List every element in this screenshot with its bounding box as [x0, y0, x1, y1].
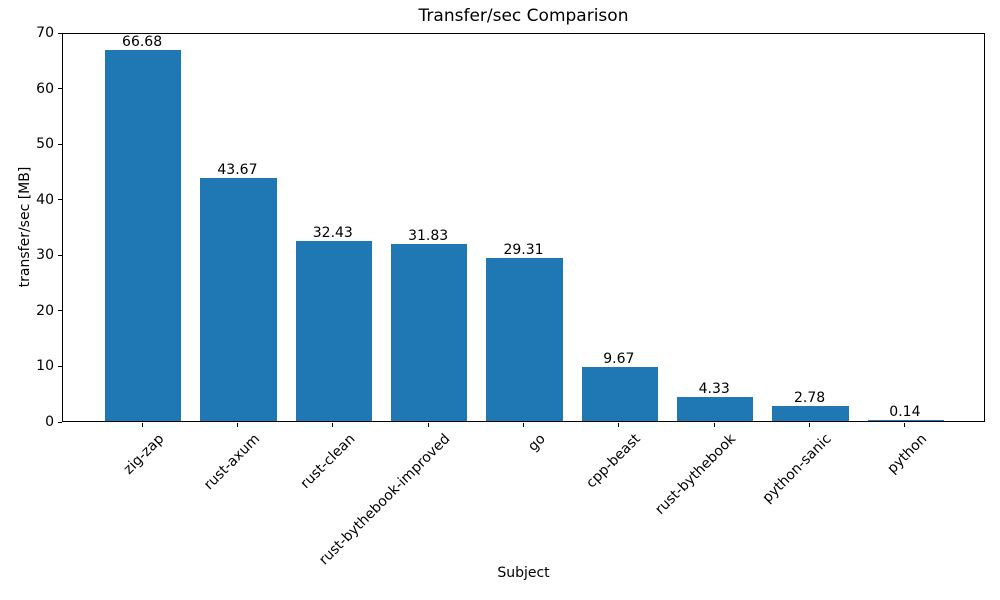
- bar-rust-bythebook: [677, 396, 754, 421]
- y-axis-label: transfer/sec [MB]: [17, 166, 33, 288]
- y-tick-mark: [58, 88, 62, 90]
- bar-value-label: 0.14: [889, 404, 921, 421]
- bar-python-sanic: [772, 405, 849, 421]
- bar-value-label: 32.43: [312, 224, 353, 241]
- y-tick-label: 30: [36, 247, 54, 264]
- x-tick-label-rust-bythebook: rust-bythebook: [652, 431, 740, 518]
- x-tick-mark: [713, 423, 715, 427]
- y-tick-mark: [58, 199, 62, 201]
- bar-cpp-beast: [581, 367, 658, 421]
- bar-rust-axum: [200, 178, 277, 421]
- y-tick-label: 40: [36, 191, 54, 208]
- y-tick-mark: [58, 421, 62, 423]
- x-tick-label-rust-axum: rust-axum: [200, 431, 263, 494]
- y-tick-label: 60: [36, 80, 54, 97]
- x-tick-mark: [904, 423, 906, 427]
- bar-value-label: 66.68: [122, 34, 163, 51]
- y-tick-mark: [58, 32, 62, 34]
- bar-rust-bythebook-improved: [391, 244, 468, 421]
- x-tick-label-go: go: [525, 431, 549, 455]
- bar-value-label: 4.33: [698, 380, 730, 397]
- x-tick-mark: [809, 423, 811, 427]
- x-tick-mark: [141, 423, 143, 427]
- bar-rust-clean: [295, 240, 372, 421]
- y-tick-label: 20: [36, 302, 54, 319]
- bar-value-label: 43.67: [217, 162, 258, 179]
- y-tick-label: 70: [36, 25, 54, 41]
- y-tick-label: 50: [36, 136, 54, 153]
- y-tick-label: 10: [36, 358, 54, 375]
- bar-value-label: 9.67: [603, 351, 635, 368]
- x-tick-mark: [236, 423, 238, 427]
- bar-python: [867, 420, 945, 421]
- x-tick-mark: [618, 423, 620, 427]
- bar-value-label: 29.31: [503, 242, 544, 259]
- x-tick-label-zig-zap: zig-zap: [120, 431, 168, 478]
- bar-go: [486, 258, 563, 421]
- y-tick-mark: [58, 143, 62, 145]
- x-tick-label-rust-clean: rust-clean: [297, 431, 359, 492]
- y-tick-label: 0: [45, 414, 54, 430]
- bar-value-label: 2.78: [793, 389, 826, 406]
- chart-title: Transfer/sec Comparison: [418, 6, 629, 26]
- x-tick-mark: [332, 423, 334, 427]
- x-tick-mark: [523, 423, 524, 427]
- y-tick-mark: [58, 254, 62, 256]
- x-tick-mark: [427, 423, 429, 427]
- y-tick-mark: [58, 310, 62, 312]
- x-axis-label: Subject: [497, 565, 550, 581]
- x-tick-label-cpp-beast: cpp-beast: [583, 431, 645, 492]
- plot-area: [62, 33, 985, 422]
- bar-value-label: 31.83: [408, 228, 449, 245]
- y-tick-mark: [58, 365, 62, 367]
- x-tick-label-python: python: [884, 431, 931, 477]
- x-tick-label-python-sanic: python-sanic: [759, 431, 835, 507]
- bar-zig-zap: [104, 50, 182, 421]
